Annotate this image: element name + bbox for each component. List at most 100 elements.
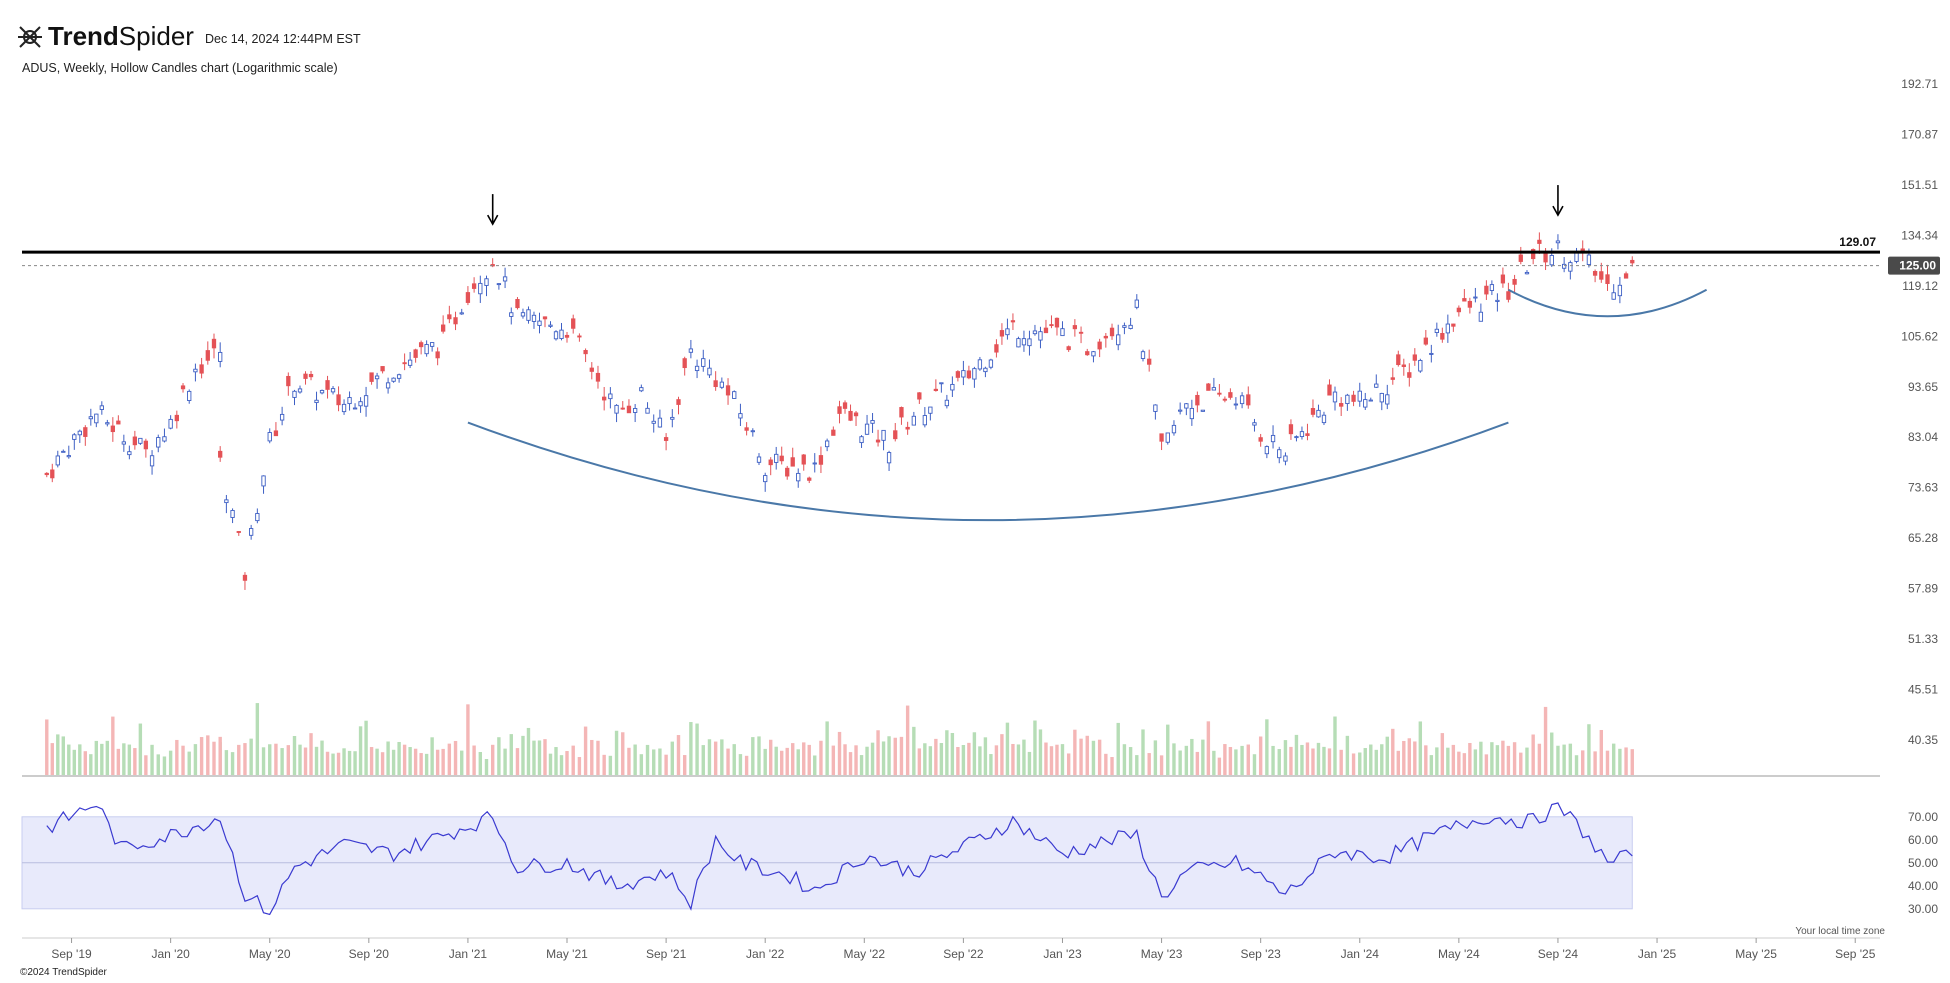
price-tick-label: 51.33 xyxy=(1908,632,1938,646)
candle-body xyxy=(352,407,358,410)
volume-bar xyxy=(138,723,143,775)
volume-bar xyxy=(353,751,357,775)
volume-bar xyxy=(1451,744,1456,775)
candle-body xyxy=(391,377,396,382)
volume-bar xyxy=(945,730,949,775)
candle-body xyxy=(273,430,279,437)
volume-bar xyxy=(292,735,297,775)
volume-bar xyxy=(1605,750,1610,775)
candle-body xyxy=(542,316,548,320)
volume-bar xyxy=(391,749,396,775)
volume-bar xyxy=(807,744,811,775)
candle-body xyxy=(688,348,694,353)
candle-body xyxy=(435,351,440,359)
candle-body xyxy=(682,358,687,369)
volume-bar xyxy=(732,744,736,775)
volume-bar xyxy=(554,747,558,775)
volume-bar xyxy=(413,748,418,775)
volume-bar xyxy=(364,720,368,775)
volume-bar xyxy=(614,730,619,775)
volume-bar xyxy=(1190,738,1194,775)
volume-bar xyxy=(1246,744,1250,775)
candle-body xyxy=(750,430,755,433)
time-tick-label: Jan '20 xyxy=(151,947,190,961)
candle-body xyxy=(336,394,341,406)
candle-body xyxy=(886,452,892,464)
candle-body xyxy=(1200,409,1206,412)
candle-body xyxy=(187,390,192,401)
candle-body xyxy=(1211,387,1217,391)
rsi-line xyxy=(46,802,1633,916)
volume-bar xyxy=(1027,751,1032,775)
candle-body xyxy=(1049,324,1054,327)
price-tick-label: 151.51 xyxy=(1901,178,1938,192)
time-tick-label: May '23 xyxy=(1141,947,1183,961)
volume-bar xyxy=(639,754,644,775)
volume-bar xyxy=(1531,734,1535,775)
candle-body xyxy=(988,359,994,368)
candle-body xyxy=(639,387,644,392)
volume-bar xyxy=(1501,740,1505,775)
volume-bar xyxy=(802,742,806,775)
candle-body xyxy=(1288,424,1294,435)
candle-body xyxy=(1445,323,1450,334)
candle-body xyxy=(933,388,939,392)
candle-body xyxy=(1345,394,1350,405)
candle-body xyxy=(1407,372,1412,378)
candle-body xyxy=(1574,252,1579,262)
candle-body xyxy=(944,399,950,407)
candle-body xyxy=(325,380,330,390)
candle-body xyxy=(768,459,773,466)
candle-body xyxy=(127,451,132,456)
candle-body xyxy=(899,407,904,418)
candle-body xyxy=(1518,254,1523,262)
down-arrow-icon xyxy=(486,214,499,226)
time-tick-label: Sep '20 xyxy=(349,947,390,961)
volume-bar xyxy=(1568,743,1573,775)
volume-bar xyxy=(1345,735,1350,775)
candle-body xyxy=(1246,394,1251,406)
candle-body xyxy=(224,499,229,504)
candle-body xyxy=(1423,337,1428,345)
volume-bar xyxy=(796,749,800,775)
volume-bar xyxy=(1073,729,1077,775)
candle-body xyxy=(520,312,526,317)
price-tick-label: 73.63 xyxy=(1908,481,1938,495)
candle-body xyxy=(66,455,71,458)
volume-bar xyxy=(1581,750,1585,775)
candle-body xyxy=(447,314,452,320)
volume-bar xyxy=(50,743,54,775)
volume-bar xyxy=(1000,734,1004,775)
volume-bar xyxy=(111,716,115,775)
candle-body xyxy=(571,318,576,329)
candle-body xyxy=(218,450,223,458)
time-tick-label: May '25 xyxy=(1735,947,1777,961)
volume-bar xyxy=(286,745,291,775)
candle-body xyxy=(1005,328,1010,336)
volume-bar xyxy=(1300,744,1304,775)
candle-body xyxy=(1294,436,1299,439)
volume-bar xyxy=(1104,753,1108,775)
candle-body xyxy=(1043,327,1049,334)
candle-body xyxy=(701,358,706,367)
volume-bar xyxy=(1369,744,1373,775)
volume-bar xyxy=(967,742,971,775)
candle-body xyxy=(1555,240,1561,244)
volume-bar xyxy=(1038,729,1043,775)
volume-bar xyxy=(1374,749,1378,775)
volume-bar xyxy=(831,745,836,775)
volume-bar xyxy=(757,736,761,775)
volume-bar xyxy=(1294,734,1299,775)
candle-body xyxy=(1184,403,1189,409)
volume-bar xyxy=(503,748,507,775)
candle-body xyxy=(465,292,471,303)
candle-body xyxy=(369,372,374,382)
volume-bar xyxy=(1519,752,1523,775)
candle-body xyxy=(230,510,235,518)
candle-body xyxy=(859,436,864,444)
volume-bar xyxy=(61,736,65,775)
candle-body xyxy=(670,416,675,420)
candle-body xyxy=(1363,399,1368,408)
candle-body xyxy=(267,432,272,442)
